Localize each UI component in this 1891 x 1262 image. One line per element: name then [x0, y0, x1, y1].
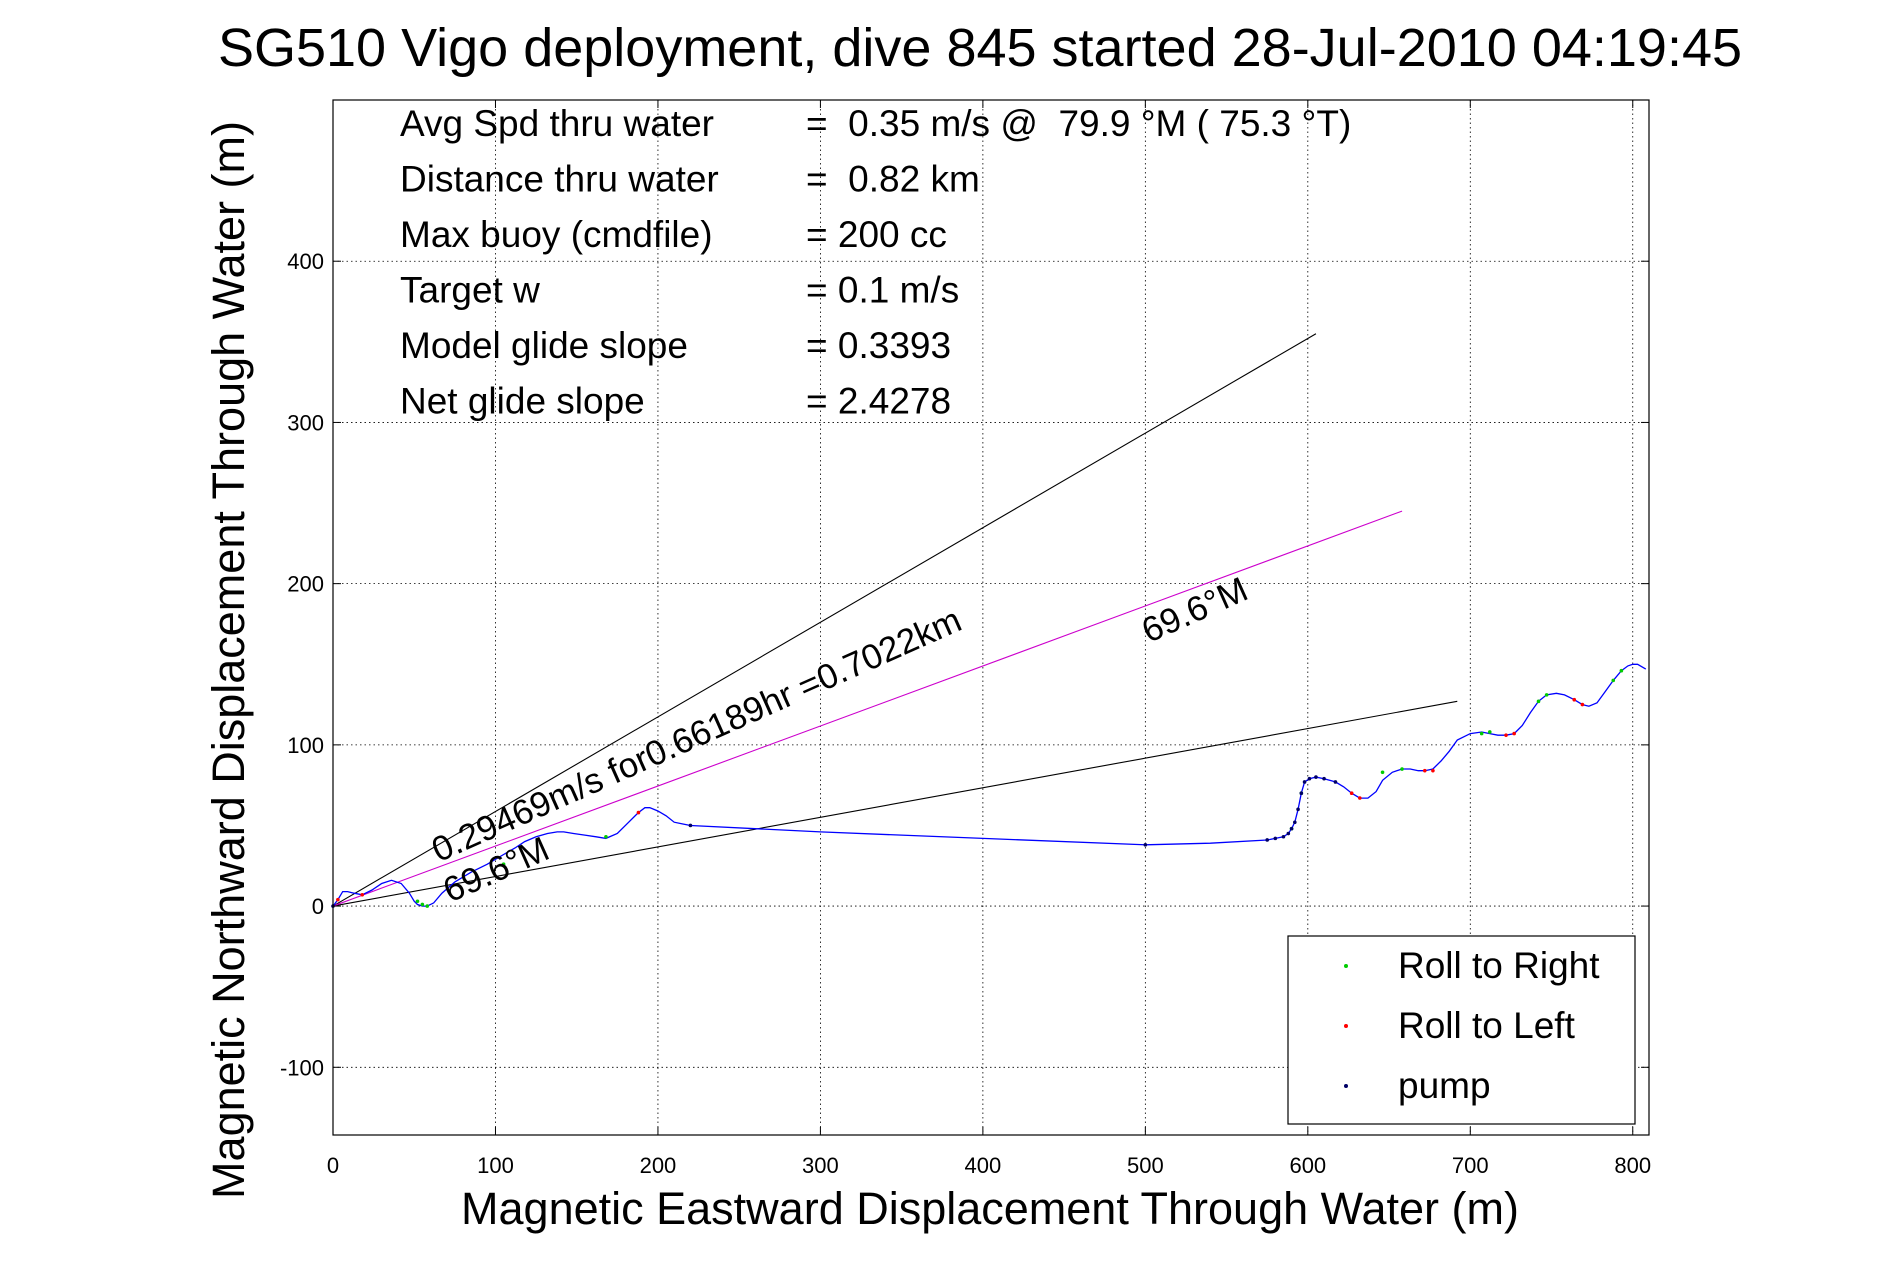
chart-title: SG510 Vigo deployment, dive 845 started … — [218, 18, 1742, 78]
plot-frame — [332, 99, 1650, 1136]
info-label: Model glide slope — [400, 325, 688, 366]
reference-line — [332, 333, 1317, 907]
y-axis-label: Magnetic Northward Displacement Through … — [203, 121, 254, 1199]
x-tick-label: 0 — [327, 1153, 339, 1178]
info-label: Net glide slope — [400, 381, 645, 422]
marker-roll-to-right — [420, 902, 425, 907]
marker-pump — [1302, 780, 1307, 784]
legend-swatch — [1344, 1024, 1348, 1028]
marker-roll-to-right — [604, 834, 608, 839]
legend-entry: pump — [1398, 1065, 1491, 1106]
info-value: = 0.3393 — [806, 325, 951, 366]
x-tick-label: 200 — [640, 1153, 677, 1178]
marker-roll-to-left — [1572, 697, 1577, 702]
marker-roll-to-right — [1536, 699, 1541, 704]
marker-roll-to-left — [1580, 702, 1585, 707]
y-tick-label: 200 — [287, 572, 324, 597]
marker-pump — [1265, 838, 1269, 842]
info-label: Target w — [400, 270, 540, 311]
marker-roll-to-right — [425, 904, 430, 908]
y-tick-label: 300 — [287, 410, 324, 435]
marker-pump — [1314, 775, 1318, 779]
marker-roll-to-left — [1349, 791, 1354, 796]
y-tick-label: 400 — [287, 249, 324, 274]
marker-roll-to-left — [1512, 731, 1516, 736]
y-axis-ticks: -100 0 100 200 300 400 — [280, 249, 1649, 1080]
x-tick-label: 100 — [477, 1153, 514, 1178]
legend-entry: Roll to Left — [1398, 1005, 1576, 1046]
reference-line — [332, 510, 1403, 907]
y-tick-label: 100 — [287, 733, 324, 758]
marker-pump — [688, 823, 693, 828]
marker-roll-to-right — [415, 899, 420, 904]
marker-roll-to-left — [336, 897, 340, 902]
marker-roll-to-left — [636, 810, 641, 815]
info-value: = 0.35 m/s @ 79.9 °M ( 75.3 °T) — [806, 103, 1351, 144]
legend-swatch — [1344, 964, 1348, 968]
marker-roll-to-right — [1611, 678, 1616, 683]
x-tick-label: 300 — [802, 1153, 839, 1178]
info-value: = 2.4278 — [806, 381, 951, 422]
grid-lines — [332, 100, 1649, 1135]
marker-pump — [1293, 820, 1297, 825]
marker-pump — [1281, 834, 1286, 839]
marker-roll-to-right — [1619, 668, 1624, 673]
legend-swatch — [1344, 1084, 1348, 1088]
plot-area — [331, 99, 1650, 1136]
marker-roll-to-right — [1400, 767, 1404, 771]
marker-roll-to-left — [1358, 796, 1362, 800]
marker-pump — [1322, 776, 1326, 781]
track-polyline — [332, 663, 1647, 907]
marker-roll-to-left — [1422, 768, 1427, 773]
reference-line — [332, 700, 1458, 907]
x-tick-label: 600 — [1289, 1153, 1326, 1178]
marker-roll-to-right — [1487, 730, 1492, 734]
info-value: = 0.82 km — [806, 159, 980, 200]
y-tick-label: -100 — [280, 1055, 324, 1080]
marker-pump — [1296, 807, 1300, 812]
marker-pump — [1273, 836, 1278, 841]
x-axis-label: Magnetic Eastward Displacement Through W… — [461, 1183, 1519, 1234]
marker-pump — [1299, 791, 1304, 796]
marker-roll-to-left — [1431, 768, 1435, 773]
marker-roll-to-right — [1544, 693, 1549, 697]
series-markers — [331, 668, 1624, 908]
info-value: = 200 cc — [806, 214, 947, 255]
x-axis-ticks: 0 100 200 300 400 500 600 700 800 — [327, 100, 1651, 1178]
marker-roll-to-right — [1479, 731, 1484, 736]
x-tick-label: 800 — [1614, 1153, 1651, 1178]
marker-pump — [1289, 826, 1294, 831]
info-text-block: Avg Spd thru water = 0.35 m/s @ 79.9 °M (… — [400, 103, 1351, 422]
x-tick-label: 500 — [1127, 1153, 1164, 1178]
legend-entry: Roll to Right — [1398, 945, 1600, 986]
marker-pump — [1307, 776, 1312, 781]
marker-pump — [1333, 780, 1338, 784]
x-tick-label: 400 — [965, 1153, 1002, 1178]
info-label: Max buoy (cmdfile) — [400, 214, 713, 255]
marker-roll-to-left — [1504, 733, 1508, 737]
info-label: Avg Spd thru water — [400, 103, 714, 144]
y-tick-label: 0 — [312, 894, 324, 919]
marker-pump — [1143, 843, 1148, 847]
x-tick-label: 700 — [1452, 1153, 1489, 1178]
marker-roll-to-left — [360, 892, 365, 897]
legend: Roll to Right Roll to Left pump — [1287, 935, 1636, 1125]
marker-roll-to-right — [1380, 770, 1385, 775]
marker-pump — [1286, 831, 1291, 836]
track-line — [332, 663, 1647, 907]
reference-lines — [332, 333, 1458, 907]
info-label: Distance thru water — [400, 159, 719, 200]
info-value: = 0.1 m/s — [806, 270, 959, 311]
marker-roll-to-right — [501, 862, 506, 866]
